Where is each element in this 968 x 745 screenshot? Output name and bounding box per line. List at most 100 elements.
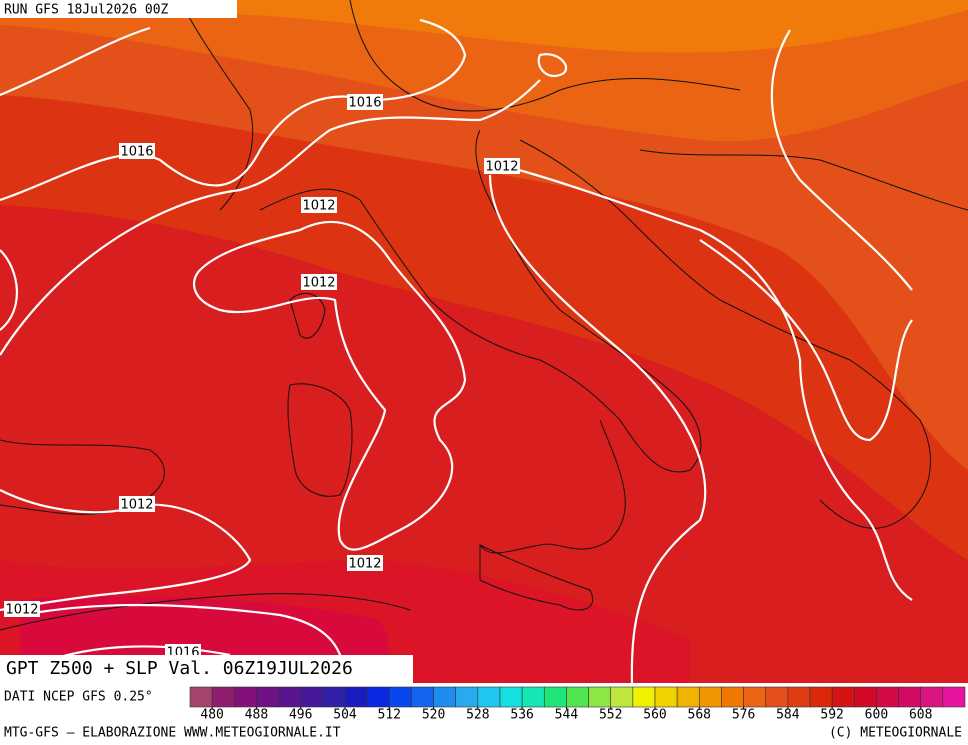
colorbar-box: [698, 686, 722, 708]
coastline: [179, 0, 968, 211]
colorbar-box: [455, 686, 479, 708]
colorbar-box: [233, 686, 257, 708]
isobar: [192, 220, 467, 551]
isobar: [0, 79, 541, 356]
colorbar-tick-label: 560: [643, 708, 666, 723]
colorbar-box: [920, 686, 944, 708]
colorbar-box: [632, 686, 656, 708]
colorbar-box: [366, 686, 390, 708]
isobar-label: 1012: [120, 498, 153, 513]
run-box: [0, 0, 237, 18]
colorbar-tick-label: 584: [776, 708, 800, 723]
map-title: GPT Z500 + SLP Val. 06Z19JUL2026: [6, 658, 353, 679]
isobar-label-box: [301, 197, 337, 213]
isobar-label-box: [484, 158, 520, 174]
colorbar-tick-label: 480: [200, 708, 223, 723]
colorbar-box: [831, 686, 855, 708]
coastlines: [0, 0, 968, 631]
isobar: [0, 26, 151, 97]
colorbar-tick-label: 528: [466, 708, 489, 723]
colorbar-box: [499, 686, 523, 708]
coastline: [479, 419, 626, 554]
colorbar-box: [411, 686, 434, 708]
colorbar-box: [433, 686, 457, 708]
isobar-label-box: [119, 143, 155, 159]
isobar-label: 1012: [348, 557, 381, 572]
colorbar-tick-label: 504: [333, 708, 357, 723]
isobar-label-box: [347, 94, 383, 110]
colorbar-box: [876, 686, 899, 708]
field-band: [0, 0, 968, 53]
colorbar: 480 488 496 504 512 520 528 536 544 552 560 568 576 5…: [189, 686, 966, 723]
isobars: [0, 18, 913, 684]
coastline: [0, 593, 411, 631]
colorbar-tick-label: 576: [732, 708, 755, 723]
colorbar-box: [477, 686, 501, 708]
footer-right: (C) METEOGIORNALE: [829, 726, 962, 741]
colorbar-box: [388, 686, 412, 708]
colorbar-tick-label: 488: [245, 708, 268, 723]
colorbar-tick-label: 544: [555, 708, 579, 723]
colorbar-box: [765, 686, 789, 708]
footer-left: MTG-GFS — ELABORAZIONE WWW.METEOGIORNALE…: [4, 726, 341, 741]
isobar-label-box: [119, 496, 155, 512]
colorbar-box: [344, 686, 368, 708]
colorbar-box: [610, 686, 634, 708]
coastline: [479, 544, 594, 611]
colorbar-box: [721, 686, 744, 708]
isobar: [699, 239, 913, 442]
coastline: [519, 139, 931, 529]
colorbar-box: [211, 686, 235, 708]
colorbar-tick-label: 552: [599, 708, 622, 723]
isobar: [0, 249, 19, 331]
colorbar-box: [588, 686, 612, 708]
run-label: RUN GFS 18Jul2026 00Z: [4, 3, 169, 18]
pressure-field: [0, 0, 968, 683]
colorbar-box: [787, 686, 811, 708]
colorbar-tick-label: 496: [289, 708, 312, 723]
colorbar-box: [300, 686, 324, 708]
title-box: [0, 655, 413, 683]
colorbar-tick-label: 536: [510, 708, 533, 723]
coastline: [289, 292, 326, 339]
isobar-label: 1012: [302, 199, 335, 214]
colorbar-box: [189, 686, 213, 708]
isobar: [499, 163, 913, 601]
isobar-label-box: [347, 555, 383, 571]
source-label: DATI NCEP GFS 0.25°: [4, 690, 153, 705]
colorbar-box: [322, 686, 346, 708]
colorbar-box: [809, 686, 833, 708]
isobar: [39, 603, 347, 684]
coastline: [0, 439, 165, 515]
colorbar-box: [853, 686, 877, 708]
isobar-label-box: [301, 274, 337, 290]
colorbar-tick-label: 600: [865, 708, 888, 723]
isobar: [488, 174, 707, 684]
colorbar-box: [676, 686, 700, 708]
isobar: [770, 29, 913, 291]
colorbar-box: [278, 686, 302, 708]
isobar-label: 1012: [5, 603, 38, 618]
isobar-label: 1012: [302, 276, 335, 291]
colorbar-box: [543, 686, 567, 708]
isobar-label: 1016: [348, 96, 381, 111]
colorbar-tick-label: 512: [378, 708, 401, 723]
isobar-label: 1012: [485, 160, 518, 175]
colorbar-box: [743, 686, 767, 708]
colorbar-box: [654, 686, 678, 708]
colorbar-box: [256, 686, 279, 708]
isobar-label: 1016: [120, 145, 153, 160]
colorbar-box: [521, 686, 545, 708]
colorbar-box: [898, 686, 922, 708]
colorbar-tick-label: 568: [688, 708, 711, 723]
colorbar-box: [942, 686, 966, 708]
colorbar-box: [566, 686, 589, 708]
colorbar-tick-label: 520: [422, 708, 445, 723]
coastline: [259, 129, 702, 473]
coastline: [287, 383, 353, 497]
colorbar-tick-label: 592: [820, 708, 843, 723]
isobar: [0, 489, 252, 612]
colorbar-tick-label: 608: [909, 708, 932, 723]
